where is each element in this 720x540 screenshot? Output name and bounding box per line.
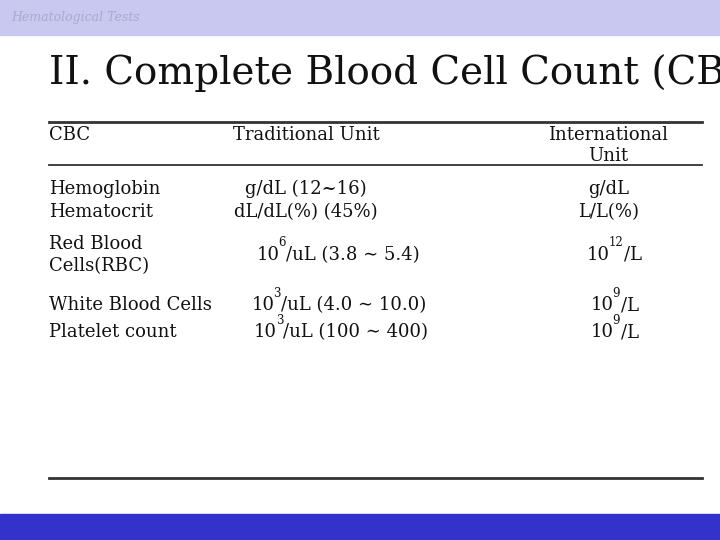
Text: /L: /L — [621, 296, 639, 314]
Text: II. Complete Blood Cell Count (CBC): II. Complete Blood Cell Count (CBC) — [49, 54, 720, 92]
Text: CBC: CBC — [49, 126, 90, 144]
Text: 10: 10 — [254, 323, 277, 341]
Text: 10: 10 — [590, 323, 613, 341]
Text: Hematological Tests: Hematological Tests — [11, 11, 140, 24]
Text: 9: 9 — [612, 287, 619, 300]
Text: g/dL (12~16): g/dL (12~16) — [246, 180, 366, 198]
Text: /uL (3.8 ∼ 5.4): /uL (3.8 ∼ 5.4) — [286, 246, 420, 264]
Text: 3: 3 — [276, 314, 283, 327]
Text: 10: 10 — [590, 296, 613, 314]
Text: /L: /L — [624, 246, 642, 264]
Text: Hematocrit: Hematocrit — [49, 202, 153, 221]
Text: Cells(RBC): Cells(RBC) — [49, 256, 149, 275]
Text: Traditional Unit: Traditional Unit — [233, 126, 379, 144]
Text: 6: 6 — [279, 237, 286, 249]
Text: g/dL: g/dL — [588, 180, 629, 198]
Text: 9: 9 — [612, 314, 619, 327]
Text: Red Blood: Red Blood — [49, 235, 143, 253]
Text: /L: /L — [621, 323, 639, 341]
Bar — [0, 0, 720, 35]
Text: 10: 10 — [252, 296, 275, 314]
Text: International: International — [549, 126, 668, 144]
Bar — [0, 514, 720, 540]
Text: dL/dL(%) (45%): dL/dL(%) (45%) — [234, 202, 378, 221]
Text: 3: 3 — [274, 287, 281, 300]
Text: 10: 10 — [257, 246, 280, 264]
Text: White Blood Cells: White Blood Cells — [49, 296, 212, 314]
Text: Hemoglobin: Hemoglobin — [49, 180, 161, 198]
Text: /uL (4.0 ∼ 10.0): /uL (4.0 ∼ 10.0) — [281, 296, 426, 314]
Text: /uL (100 ∼ 400): /uL (100 ∼ 400) — [283, 323, 428, 341]
Text: 12: 12 — [608, 237, 623, 249]
Text: Platelet count: Platelet count — [49, 323, 176, 341]
Text: Unit: Unit — [588, 146, 629, 165]
Text: 10: 10 — [587, 246, 610, 264]
Text: L/L(%): L/L(%) — [578, 202, 639, 221]
